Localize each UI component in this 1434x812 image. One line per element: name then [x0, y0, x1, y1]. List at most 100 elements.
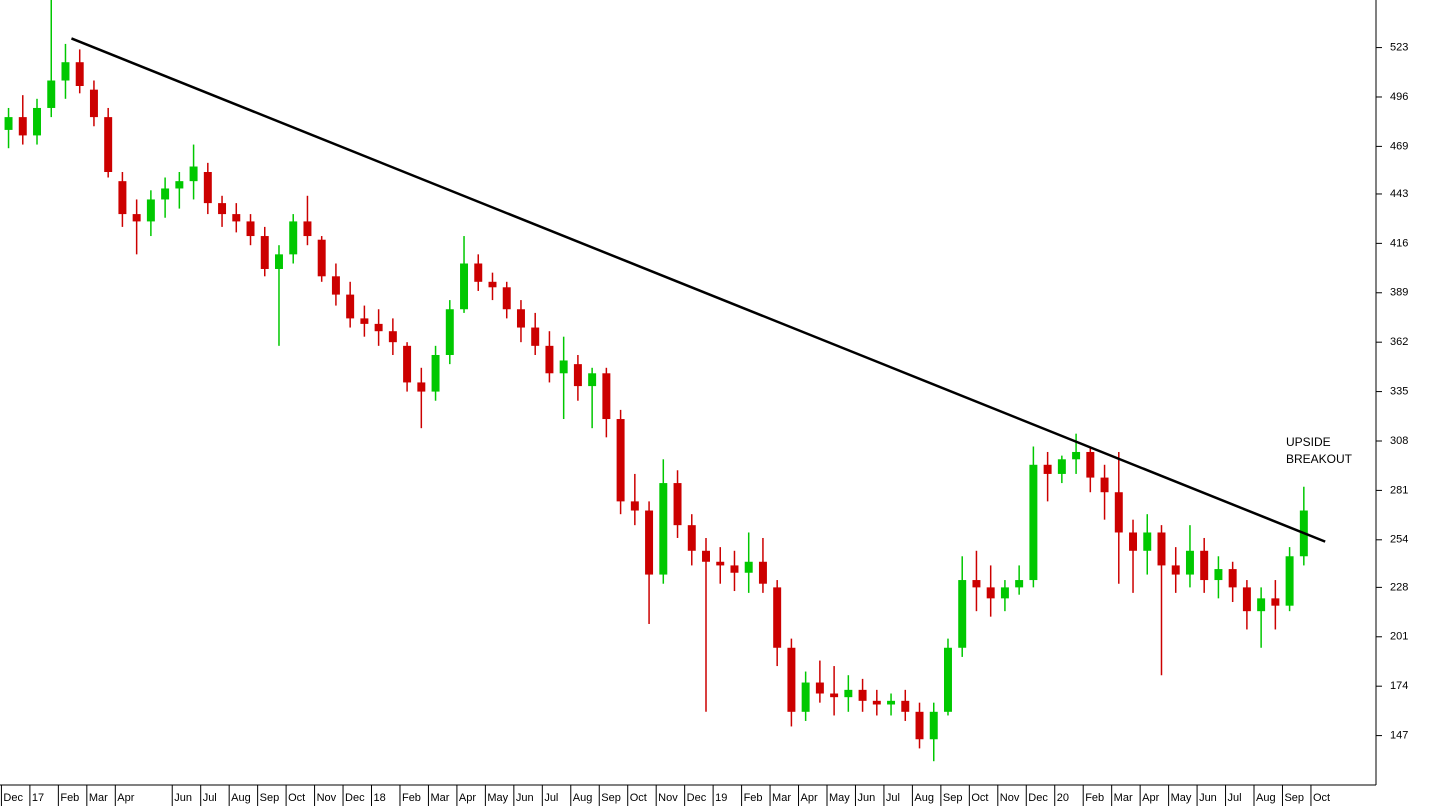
- x-tick-label: Sep: [1284, 792, 1304, 804]
- candle-body: [1072, 451, 1081, 460]
- x-tick-label: Apr: [459, 792, 476, 804]
- candle-body: [445, 309, 454, 355]
- candle-body: [218, 203, 227, 215]
- candle-body: [1285, 556, 1294, 606]
- candle-body: [588, 373, 597, 387]
- x-tick-label: Jul: [203, 792, 217, 804]
- x-tick-label: 18: [374, 792, 386, 804]
- x-tick-label: Jul: [886, 792, 900, 804]
- x-tick-label: 17: [32, 792, 44, 804]
- candle-body: [1043, 464, 1052, 474]
- candle-body: [730, 565, 739, 573]
- x-tick-label: Nov: [317, 792, 337, 804]
- candle-body: [1086, 451, 1095, 478]
- candle-body: [815, 682, 824, 694]
- candle-body: [616, 419, 625, 502]
- y-tick-label: 496: [1390, 91, 1408, 103]
- x-tick-label: Jul: [544, 792, 558, 804]
- x-tick-label: Jun: [1199, 792, 1217, 804]
- y-tick-label: 362: [1390, 336, 1408, 348]
- candle-body: [1029, 464, 1038, 581]
- candle-body: [232, 214, 241, 222]
- candle-body: [744, 561, 753, 573]
- x-tick-label: Oct: [288, 792, 305, 804]
- x-tick-label: Oct: [1313, 792, 1330, 804]
- x-tick-label: Jun: [516, 792, 534, 804]
- x-tick-label: Mar: [89, 792, 108, 804]
- candle-body: [33, 107, 41, 136]
- candle-body: [687, 525, 696, 551]
- annotation: BREAKOUT: [1286, 452, 1353, 466]
- candle-body: [104, 117, 113, 173]
- x-tick-label: Apr: [1142, 792, 1159, 804]
- x-tick-label: Sep: [943, 792, 963, 804]
- candle-body: [1143, 532, 1152, 551]
- x-tick-label: Sep: [601, 792, 621, 804]
- candle-body: [830, 693, 839, 698]
- candle-body: [1157, 532, 1166, 566]
- candle-body: [573, 364, 582, 387]
- candle-body: [474, 263, 483, 282]
- y-tick-label: 443: [1390, 188, 1408, 200]
- y-tick-label: 281: [1390, 484, 1408, 496]
- candle-body: [374, 323, 383, 332]
- candle-body: [317, 239, 326, 277]
- candle-body: [360, 318, 369, 324]
- candle-body: [972, 580, 981, 588]
- candle-body: [431, 354, 440, 392]
- x-tick-label: 20: [1057, 792, 1069, 804]
- x-tick-label: Feb: [744, 792, 763, 804]
- x-tick-label: Nov: [658, 792, 678, 804]
- candle-body: [1214, 569, 1223, 581]
- candle-body: [858, 689, 867, 701]
- candle-body: [645, 510, 654, 575]
- candle-body: [246, 221, 255, 237]
- candle-body: [1185, 550, 1194, 575]
- candle-body: [189, 166, 198, 182]
- candle-body: [958, 580, 967, 648]
- candle-body: [403, 345, 412, 383]
- candle-body: [1257, 598, 1266, 612]
- candle-body: [175, 181, 184, 189]
- candle-body: [887, 700, 896, 705]
- y-tick-label: 308: [1390, 435, 1408, 447]
- candle-body: [844, 689, 853, 698]
- candle-body: [1057, 459, 1066, 474]
- x-tick-label: Jun: [857, 792, 875, 804]
- candle-body: [758, 561, 767, 584]
- candle-body: [630, 501, 639, 511]
- candle-body: [289, 221, 298, 255]
- candle-body: [787, 647, 796, 712]
- x-tick-label: Aug: [231, 792, 251, 804]
- candle-body: [801, 682, 810, 712]
- candle-body: [1242, 587, 1251, 612]
- candle-body: [702, 550, 710, 562]
- candle-body: [1015, 580, 1024, 588]
- candle-body: [460, 263, 469, 310]
- candle-body: [915, 711, 924, 740]
- candle-body: [488, 281, 497, 288]
- x-tick-label: Aug: [1256, 792, 1276, 804]
- y-tick-label: 174: [1390, 680, 1408, 692]
- candle-body: [47, 80, 56, 108]
- x-tick-label: Apr: [801, 792, 818, 804]
- annotation: UPSIDE: [1286, 435, 1331, 449]
- x-tick-label: Mar: [1114, 792, 1133, 804]
- candle-body: [929, 711, 938, 740]
- candle-body: [18, 117, 27, 136]
- x-tick-label: 19: [715, 792, 727, 804]
- x-tick-label: Feb: [60, 792, 79, 804]
- candle-body: [346, 294, 355, 319]
- x-tick-label: Dec: [3, 792, 23, 804]
- x-tick-label: Oct: [971, 792, 988, 804]
- x-tick-label: Dec: [345, 792, 365, 804]
- y-tick-label: 389: [1390, 287, 1408, 299]
- x-tick-label: Feb: [1085, 792, 1104, 804]
- candle-body: [61, 62, 70, 81]
- candle-body: [986, 587, 995, 599]
- x-tick-label: Mar: [772, 792, 791, 804]
- candle-body: [545, 345, 554, 374]
- candle-body: [1114, 492, 1123, 533]
- candle-body: [602, 373, 611, 420]
